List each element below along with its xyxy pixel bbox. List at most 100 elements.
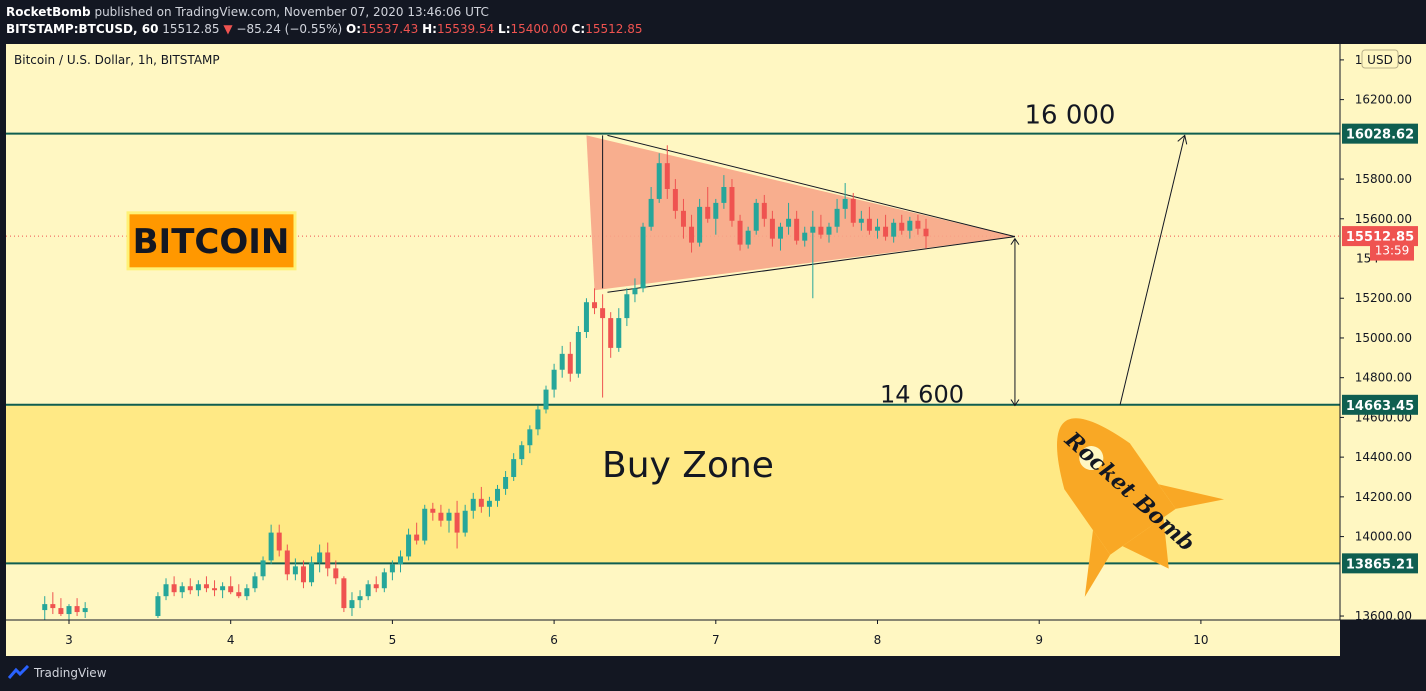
price-tick-label: 14000.00 [1355, 530, 1412, 544]
candle-body [66, 606, 72, 615]
rocket-icon [1057, 418, 1225, 597]
candle-body [858, 218, 864, 223]
candle-body [42, 604, 48, 611]
candle-body [50, 604, 56, 609]
triangle-upper-line [607, 134, 1016, 238]
candle-body [462, 510, 468, 533]
target-arrow [1119, 135, 1186, 406]
time-tick-label: 5 [389, 633, 397, 647]
change-arrow-icon: ▼ [223, 22, 233, 36]
candle-body [195, 584, 201, 591]
buy-zone-label: Buy Zone [602, 445, 774, 486]
price-tick-label: 14200.00 [1355, 490, 1412, 504]
rocket-fin-left [1084, 530, 1111, 597]
candle-body [381, 572, 387, 589]
chart-area[interactable]: Buy Zone BITCOIN 16 000 14 600 Rocket Bomb … [0, 44, 1426, 656]
candle-body [268, 532, 274, 561]
candle-body [357, 596, 363, 601]
candle-body [373, 584, 379, 589]
candle-body [737, 220, 743, 245]
height-label: 14 600 [880, 380, 964, 408]
time-tick-label: 7 [712, 633, 720, 647]
candle-body [171, 584, 177, 593]
price-label-badge [1342, 394, 1418, 415]
candle-body [689, 226, 695, 243]
candle-body [74, 606, 80, 613]
candle-body [397, 556, 403, 565]
candle-body [349, 600, 355, 609]
price-tick-label: 14400.00 [1355, 450, 1412, 464]
candle-body [883, 226, 889, 237]
price-label-text: 14663.45 [1346, 399, 1414, 414]
time-tick-label: 9 [1035, 633, 1043, 647]
price-tick-label: 15800.00 [1355, 172, 1412, 186]
candle-body [834, 208, 840, 227]
price-tick-label: 15000.00 [1355, 331, 1412, 345]
currency-badge[interactable]: USD [1361, 49, 1399, 69]
candle-body [559, 353, 565, 370]
projection-arrow-head-up [1010, 237, 1020, 245]
time-tick-label: 8 [874, 633, 882, 647]
candle-body [236, 592, 242, 597]
time-tick-label: 10 [1193, 633, 1208, 647]
candle-body [729, 187, 735, 221]
low-value: 15400.00 [510, 22, 568, 36]
price-label-badge [1342, 553, 1418, 574]
close-value: 15512.85 [585, 22, 643, 36]
candle-body [899, 222, 905, 231]
candle-body [721, 187, 727, 203]
candle-body [656, 163, 662, 199]
price-axis[interactable]: 16400.0016200.0015800.0015600.0015200.00… [1340, 53, 1418, 623]
candle-body [697, 206, 703, 243]
candle-body [600, 308, 606, 319]
candle-body [276, 532, 282, 551]
triangle-pattern [586, 134, 1188, 407]
high-label: H: [422, 22, 437, 36]
chart-title: Bitcoin / U.S. Dollar, 1h, BITSTAMP [14, 53, 220, 67]
triangle-lower-line [607, 236, 1016, 293]
candle-body [592, 302, 598, 309]
time-axis[interactable]: 3 4 5 6 7 8 9 10 [65, 620, 1209, 647]
price-label-text: 13865.21 [1346, 557, 1414, 572]
candle-body [640, 226, 646, 289]
candle-body [777, 226, 783, 239]
candle-body [503, 476, 509, 489]
ohlc-line: BITSTAMP:BTCUSD, 60 15512.85 ▼ −85.24 (−… [6, 22, 642, 36]
price-tick-label: 13600.00 [1355, 609, 1412, 623]
candle-body [850, 198, 856, 223]
published-text: published on TradingView.com, November 0… [94, 5, 489, 19]
candle-body [454, 512, 460, 533]
low-label: L: [498, 22, 511, 36]
candle-body [317, 552, 323, 563]
bitcoin-badge-text: BITCOIN [133, 222, 290, 262]
candle-body [309, 562, 315, 583]
tradingview-logo-icon[interactable] [8, 665, 30, 679]
tradingview-brand[interactable]: TradingView [34, 666, 107, 680]
candle-body [786, 218, 792, 227]
candle-body [608, 318, 614, 348]
candle-body [389, 564, 395, 573]
candle-body [365, 584, 371, 597]
time-tick-label: 3 [65, 633, 73, 647]
candle-body [891, 222, 897, 237]
candle-body [179, 586, 185, 593]
candle-body [244, 588, 250, 597]
candle-body [252, 576, 258, 589]
price-tick-label: 15600.00 [1355, 212, 1412, 226]
candle-body [511, 459, 517, 477]
candle-body [527, 429, 533, 446]
candle-body [866, 218, 872, 231]
open-label: O: [346, 22, 362, 36]
rocket-window [1079, 446, 1104, 471]
candle-body [769, 218, 775, 239]
candle-body [470, 498, 476, 511]
candle-body [333, 568, 339, 579]
price-tick-label: 14800.00 [1355, 371, 1412, 385]
candle-body [616, 318, 622, 348]
candle-body [486, 500, 492, 507]
projection-arrow-head-down [1010, 399, 1020, 407]
price-label-badge [1342, 123, 1418, 144]
candle-body [446, 512, 452, 521]
